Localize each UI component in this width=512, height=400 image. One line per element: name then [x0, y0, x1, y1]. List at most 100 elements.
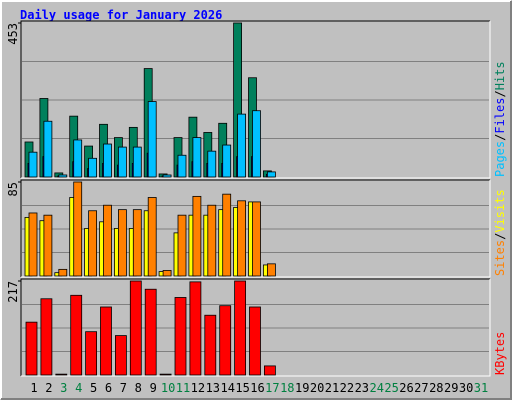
- bar: [252, 201, 261, 277]
- x-tick-label: 26: [399, 381, 413, 395]
- bar: [252, 110, 261, 178]
- bar: [177, 214, 187, 277]
- legend-entry: Hits: [493, 61, 507, 90]
- bar: [28, 212, 38, 277]
- bar: [58, 174, 68, 178]
- x-tick-label: 25: [384, 381, 398, 395]
- chart-title: Daily usage for January 2026: [20, 8, 222, 22]
- bar: [88, 210, 97, 277]
- bar: [219, 305, 232, 376]
- x-tick-label: 27: [414, 381, 428, 395]
- x-tick-label: 1: [30, 381, 37, 395]
- x-tick-label: 4: [75, 381, 82, 395]
- bar: [144, 288, 157, 376]
- bar: [204, 314, 217, 376]
- bar: [100, 306, 112, 376]
- bar: [118, 146, 127, 178]
- x-tick-label: 17: [265, 381, 279, 395]
- bar: [55, 373, 68, 376]
- bar: [132, 146, 142, 178]
- bar: [43, 120, 53, 178]
- bar: [234, 280, 247, 376]
- plot-border-light: [21, 21, 491, 179]
- bar: [192, 137, 202, 178]
- bar: [207, 204, 217, 277]
- plot-border-dark: [20, 278, 490, 376]
- bar: [103, 204, 112, 277]
- x-tick-label: 8: [135, 381, 142, 395]
- bar: [192, 195, 202, 277]
- legend-entry: Visits: [493, 189, 507, 232]
- x-tick-label: 9: [150, 381, 157, 395]
- x-tick-label: 19: [295, 381, 309, 395]
- x-tick-label: 15: [235, 381, 249, 395]
- bar: [129, 280, 142, 376]
- bar: [88, 157, 97, 178]
- bar: [43, 214, 53, 277]
- bar: [58, 268, 68, 277]
- bar: [189, 281, 202, 376]
- y-tick-label: 85: [6, 182, 20, 196]
- x-tick-label: 24: [369, 381, 383, 395]
- bar: [132, 209, 142, 277]
- bar: [266, 171, 276, 178]
- legend-entry: Files: [493, 98, 507, 134]
- x-tick-label: 10: [161, 381, 175, 395]
- bar: [207, 150, 217, 178]
- bar: [162, 270, 172, 277]
- bar: [237, 200, 247, 277]
- x-tick-label: 29: [444, 381, 458, 395]
- bar: [115, 335, 127, 376]
- bar: [263, 365, 276, 376]
- x-tick-label: 18: [280, 381, 294, 395]
- plot-border-light: [21, 180, 491, 278]
- x-tick-label: 2: [45, 381, 52, 395]
- bar: [73, 139, 83, 178]
- bar: [222, 193, 232, 277]
- bar: [25, 321, 38, 376]
- bar: [159, 373, 172, 376]
- x-tick-label: 11: [176, 381, 190, 395]
- legend-entry: Pages: [493, 141, 507, 177]
- x-tick-label: 21: [325, 381, 339, 395]
- x-tick-label: 3: [60, 381, 67, 395]
- bar: [237, 113, 247, 178]
- bar: [222, 144, 232, 178]
- bar: [118, 209, 127, 277]
- legend: KBytes: [493, 332, 507, 375]
- bar: [70, 294, 83, 376]
- legend-separator: /: [493, 134, 507, 141]
- bar: [28, 151, 38, 178]
- plot-border-dark: [20, 20, 490, 178]
- legend-entry: KBytes: [493, 332, 507, 375]
- bar: [73, 181, 83, 277]
- x-tick-label: 6: [105, 381, 112, 395]
- x-tick-label: 20: [310, 381, 324, 395]
- bar: [177, 154, 187, 178]
- x-tick-label: 31: [474, 381, 488, 395]
- x-tick-label: 13: [206, 381, 220, 395]
- plot-border-dark: [20, 179, 490, 277]
- y-tick-label: 453: [6, 23, 20, 45]
- legend-separator: /: [493, 90, 507, 97]
- plot-border-light: [21, 279, 491, 377]
- legend-entry: Sites: [493, 240, 507, 276]
- legend: Sites/Visits: [493, 189, 507, 276]
- x-tick-label: 5: [90, 381, 97, 395]
- x-tick-label: 22: [340, 381, 354, 395]
- x-tick-label: 28: [429, 381, 443, 395]
- y-tick-label: 217: [6, 281, 20, 303]
- bar: [40, 298, 53, 376]
- bar: [162, 174, 172, 178]
- x-tick-label: 12: [191, 381, 205, 395]
- bar: [249, 306, 261, 376]
- x-tick-label: 30: [459, 381, 473, 395]
- bar: [147, 101, 157, 178]
- legend: Pages/Files/Hits: [493, 61, 507, 177]
- x-tick-label: 23: [355, 381, 369, 395]
- bar: [266, 263, 276, 277]
- bar: [174, 297, 187, 376]
